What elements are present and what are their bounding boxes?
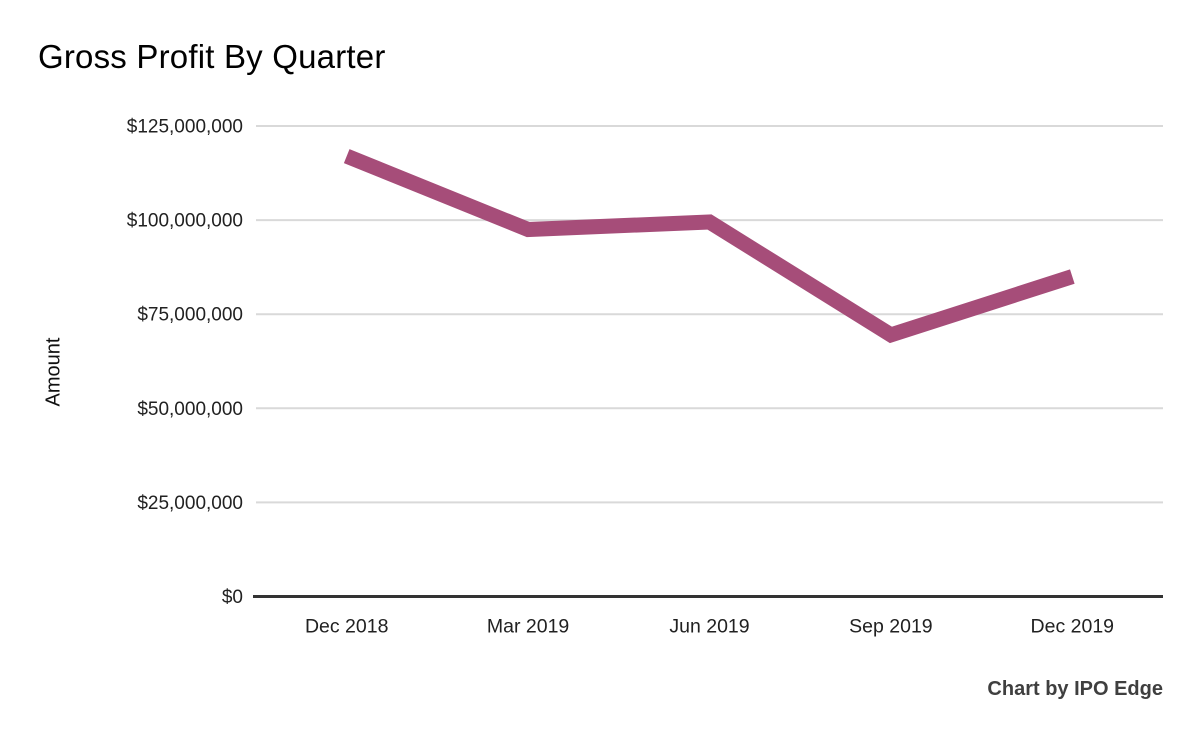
y-tick-label: $100,000,000 [127,211,243,232]
y-tick-label: $25,000,000 [137,493,243,514]
y-tick-label: $0 [222,587,243,608]
gridlines [253,125,1163,598]
attribution-text: Chart by IPO Edge [987,678,1163,700]
y-tick-label: $50,000,000 [137,399,243,420]
x-tick-label: Sep 2019 [849,616,933,638]
chart-title: Gross Profit By Quarter [38,38,386,75]
y-tick-label: $125,000,000 [127,117,243,138]
y-tick-label: $75,000,000 [137,305,243,326]
x-tick-label: Dec 2018 [305,616,388,638]
gross-profit-line [343,149,1075,344]
y-axis-tick-labels: $0 $25,000,000 $50,000,000 $75,000,000 $100,… [127,117,243,609]
x-tick-label: Jun 2019 [669,616,749,638]
x-axis-tick-labels: Dec 2018 Mar 2019 Jun 2019 Sep 2019 Dec 2019 [305,616,1114,638]
series-lines [343,149,1075,344]
x-tick-label: Dec 2019 [1031,616,1114,638]
x-tick-label: Mar 2019 [487,616,569,638]
